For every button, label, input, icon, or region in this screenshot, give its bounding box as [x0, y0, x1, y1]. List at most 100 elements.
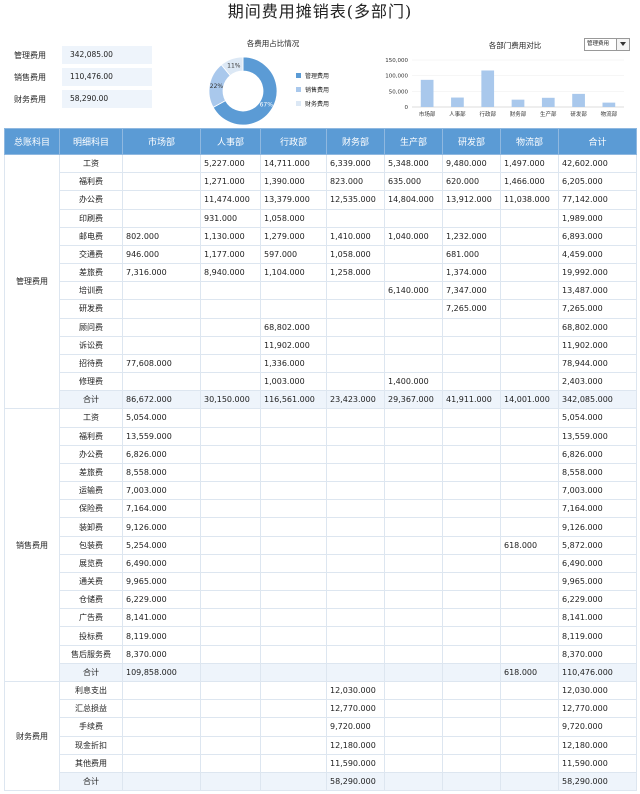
value-cell — [442, 626, 501, 646]
value-cell — [384, 481, 443, 501]
value-cell: 6,893.000 — [558, 226, 637, 246]
legend-swatch — [296, 72, 301, 78]
value-cell — [384, 735, 443, 755]
value-cell — [200, 753, 261, 773]
table-row: 顾问费 68,802.000 68,802.000 — [5, 317, 637, 337]
value-cell — [122, 372, 201, 392]
value-cell — [122, 299, 201, 319]
table-row: 财务费用 利息支出 12,030.000 12,030.000 — [4, 680, 637, 792]
y-tick-label: 100,000 — [385, 74, 408, 80]
value-cell: 9,965.000 — [558, 571, 637, 592]
legend-item: 销售费用 — [296, 82, 329, 96]
value-cell — [326, 535, 385, 555]
column-header: 财务部 — [326, 128, 385, 155]
value-cell — [442, 317, 501, 337]
value-cell: 6,490.000 — [558, 553, 637, 573]
value-cell: 1,336.000 — [260, 353, 327, 374]
item-cell: 工资 — [59, 408, 123, 428]
value-cell — [384, 626, 443, 646]
value-cell: 9,720.000 — [558, 717, 637, 737]
column-header: 行政部 — [260, 128, 327, 155]
y-tick-label: 150,000 — [385, 58, 408, 64]
value-cell — [122, 153, 201, 174]
table-row: 研发费 7,265.000 7,265.000 — [5, 299, 637, 319]
value-cell — [384, 244, 443, 265]
x-tick-label: 生产部 — [540, 110, 557, 118]
item-cell: 其他费用 — [59, 753, 123, 773]
pie-slice-label: 11% — [227, 63, 241, 70]
value-cell: 1,374.000 — [442, 263, 501, 283]
value-cell: 11,902.000 — [558, 335, 637, 355]
value-cell: 29,367.000 — [384, 390, 443, 410]
value-cell: 620.000 — [442, 172, 501, 192]
value-cell — [326, 408, 385, 428]
item-cell: 差旅费 — [59, 462, 123, 483]
table-row: 运输费 7,003.000 7,003.000 — [5, 481, 637, 501]
value-cell — [442, 517, 501, 537]
table-row: 管理费用 工资 5,227.000 14,711.000 6,339.000 5,348.… — [4, 153, 637, 410]
value-cell — [260, 644, 327, 664]
value-cell: 78,944.000 — [558, 353, 637, 374]
column-header: 物流部 — [500, 128, 559, 155]
value-cell — [442, 481, 501, 501]
value-cell — [442, 372, 501, 392]
value-cell: 1,400.000 — [384, 372, 443, 392]
value-cell: 4,459.000 — [558, 244, 637, 265]
value-cell — [200, 481, 261, 501]
value-cell — [200, 444, 261, 464]
value-cell — [384, 662, 443, 682]
value-cell — [122, 699, 201, 719]
value-cell — [326, 426, 385, 446]
value-cell — [260, 699, 327, 719]
table-row: 仓储费 6,229.000 6,229.000 — [5, 590, 637, 610]
summary-finance: 财务费用 58,290.00 — [14, 90, 152, 108]
value-cell — [326, 626, 385, 646]
legend-item: 管理费用 — [296, 68, 329, 82]
value-cell — [500, 317, 559, 337]
value-cell — [260, 426, 327, 446]
value-cell: 68,802.000 — [260, 317, 327, 337]
value-cell — [384, 426, 443, 446]
x-tick-label: 市场部 — [419, 110, 436, 118]
table-row: 培训费 6,140.000 7,347.000 13,487.000 — [5, 281, 637, 301]
value-cell — [442, 699, 501, 719]
value-cell — [326, 335, 385, 355]
table-row: 包装费 5,254.000 618.000 5,872.000 — [5, 535, 637, 555]
value-cell — [260, 571, 327, 592]
value-cell: 58,290.000 — [326, 771, 385, 792]
value-cell — [200, 535, 261, 555]
category-cell: 财务费用 — [4, 680, 60, 792]
value-cell: 1,003.000 — [260, 372, 327, 392]
value-cell — [200, 372, 261, 392]
table-row: 销售费用 工资 5,054.000 5,054.000 — [4, 408, 637, 682]
bar — [481, 70, 495, 107]
value-cell — [200, 299, 261, 319]
pie-slice-label: 22% — [210, 83, 224, 90]
expense-type-select[interactable]: 管理费用 — [584, 38, 630, 51]
value-cell — [384, 444, 443, 464]
value-cell — [442, 608, 501, 628]
value-cell — [442, 408, 501, 428]
bar — [511, 99, 525, 107]
value-cell — [442, 462, 501, 483]
value-cell — [500, 208, 559, 228]
item-cell: 通关费 — [59, 571, 123, 592]
value-cell: 12,030.000 — [558, 680, 637, 701]
value-cell — [384, 263, 443, 283]
value-cell — [200, 426, 261, 446]
value-cell — [384, 317, 443, 337]
value-cell — [326, 481, 385, 501]
value-cell — [200, 408, 261, 428]
value-cell — [260, 771, 327, 792]
value-cell: 8,558.000 — [558, 462, 637, 483]
column-header: 明细科目 — [59, 128, 123, 155]
table-row: 装卸费 9,126.000 9,126.000 — [5, 517, 637, 537]
table-row: 售后服务费 8,370.000 8,370.000 — [5, 644, 637, 664]
value-cell: 6,229.000 — [558, 590, 637, 610]
table-row: 福利费 13,559.000 13,559.000 — [5, 426, 637, 446]
value-cell: 5,227.000 — [200, 153, 261, 174]
value-cell: 11,474.000 — [200, 190, 261, 210]
chevron-down-icon[interactable] — [616, 39, 629, 50]
value-cell: 1,390.000 — [260, 172, 327, 192]
value-cell: 7,265.000 — [442, 299, 501, 319]
